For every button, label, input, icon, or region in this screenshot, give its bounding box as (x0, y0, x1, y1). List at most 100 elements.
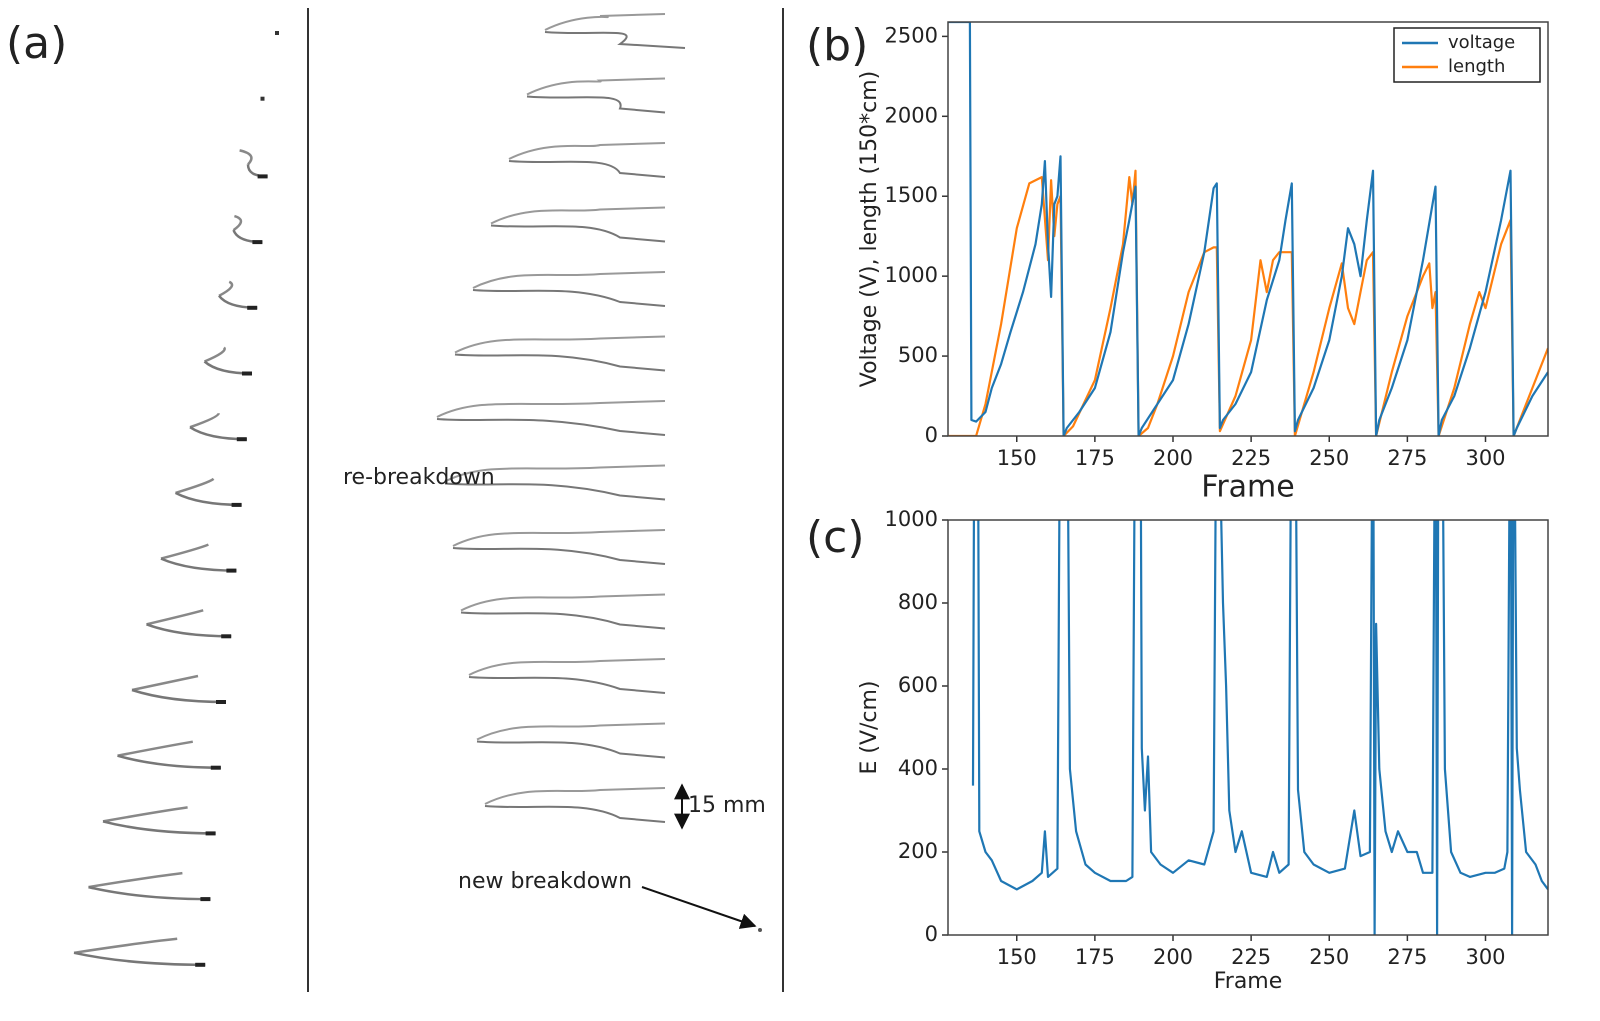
streamer-trace (102, 806, 188, 823)
streamer-trace (444, 464, 666, 483)
streamer-trace (472, 271, 666, 289)
streamer-trace (490, 206, 666, 225)
plot-frame (947, 21, 1549, 437)
streamer-tip (231, 502, 242, 507)
streamer-trace (452, 547, 666, 565)
streamer-trace (131, 674, 199, 692)
x-tick-label: 175 (1075, 446, 1115, 470)
plot-area (948, 22, 1548, 436)
y-tick-label: 1500 (885, 183, 938, 207)
annotation: new breakdown (458, 869, 632, 894)
plot-area (971, 520, 1548, 935)
streamer-trace (452, 529, 666, 547)
x-tick-label: 175 (1075, 945, 1115, 969)
streamer-tip (195, 962, 206, 967)
streamer-tip (205, 831, 216, 836)
y-tick-label: 1000 (885, 507, 938, 531)
x-axis-label: Frame (1214, 969, 1283, 994)
streamer-trace (454, 335, 666, 354)
panel-label: (c) (806, 512, 865, 563)
streamer-trace (444, 482, 666, 501)
y-tick-label: 500 (898, 343, 938, 367)
streamer-trace (175, 477, 215, 495)
streamer-tip (247, 305, 258, 310)
streamer-trace (476, 740, 666, 759)
y-axis-label: E (V/cm) (857, 680, 882, 774)
streamer-dot (758, 928, 762, 932)
x-tick-label: 150 (997, 446, 1037, 470)
streamer-trace (275, 31, 279, 35)
x-tick-label: 200 (1153, 945, 1193, 969)
annotation: re-breakdown (343, 465, 495, 490)
panel-label: (a) (6, 18, 67, 69)
streamer-tip (236, 437, 247, 442)
panel-label: (b) (806, 20, 868, 71)
streamer-trace (73, 951, 206, 967)
streamer-trace (88, 885, 211, 901)
data-line (948, 22, 1548, 436)
streamer-trace (468, 676, 666, 694)
x-tick-label: 150 (997, 945, 1037, 969)
streamer-trace (544, 31, 686, 49)
streamer-trace (544, 13, 666, 31)
streamer-trace (260, 96, 265, 101)
streamer-trace (508, 142, 666, 160)
plot-frame (947, 519, 1549, 936)
data-line (948, 169, 1548, 436)
streamer-trace (508, 160, 666, 178)
x-tick-label: 225 (1231, 945, 1271, 969)
streamer-trace (160, 557, 237, 572)
streamer-tip (200, 897, 211, 902)
y-tick-label: 1000 (885, 263, 938, 287)
streamer-tip (221, 634, 232, 639)
streamer-tip (210, 765, 221, 770)
legend-box (1393, 27, 1541, 83)
streamer-trace (436, 400, 666, 418)
y-tick-label: 400 (898, 756, 938, 780)
y-tick-label: 600 (898, 673, 938, 697)
streamer-trace (490, 224, 666, 243)
y-tick-label: 2500 (885, 23, 938, 47)
streamer-tip (257, 174, 268, 179)
y-tick-label: 800 (898, 590, 938, 614)
streamer-trace (460, 611, 666, 630)
x-tick-label: 300 (1465, 945, 1505, 969)
streamer-trace (484, 787, 666, 805)
streamer-trace (131, 688, 227, 704)
streamer-trace (460, 593, 666, 612)
streamer-photos (73, 13, 686, 967)
streamer-trace (526, 95, 666, 114)
legend-label: length (1448, 56, 1505, 77)
streamer-trace (102, 820, 216, 835)
streamer-trace (232, 214, 243, 232)
streamer-trace (476, 722, 666, 741)
streamer-tip (252, 240, 263, 245)
streamer-trace (239, 149, 253, 166)
streamer-trace (160, 543, 209, 560)
legend-label: voltage (1448, 32, 1515, 53)
streamer-tip (226, 568, 237, 573)
streamer-trace (146, 623, 232, 638)
streamer-trace (484, 805, 666, 823)
y-tick-label: 0 (925, 922, 938, 946)
y-tick-label: 2000 (885, 103, 938, 127)
annotation: 15 mm (688, 793, 766, 818)
streamer-tip (242, 371, 252, 376)
x-tick-label: 250 (1309, 446, 1349, 470)
streamer-trace (436, 418, 666, 436)
streamer-trace (117, 754, 221, 769)
y-axis-label: Voltage (V), length (150*cm) (857, 71, 882, 388)
streamer-trace (526, 77, 666, 96)
streamer-trace (204, 346, 226, 363)
y-tick-label: 200 (898, 839, 938, 863)
data-line (971, 520, 1548, 935)
streamer-trace (218, 280, 234, 297)
streamer-trace (73, 937, 178, 955)
x-tick-label: 200 (1153, 446, 1193, 470)
annotation-arrow (641, 886, 757, 929)
x-axis-label: Frame (1201, 470, 1294, 505)
streamer-trace (454, 353, 666, 372)
streamer-trace (189, 412, 221, 429)
